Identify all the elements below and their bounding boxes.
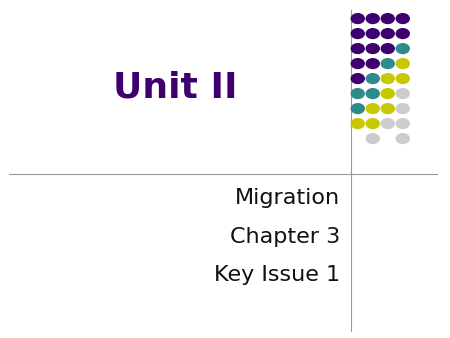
Circle shape xyxy=(381,74,394,83)
Circle shape xyxy=(351,104,364,114)
Circle shape xyxy=(396,74,409,83)
Circle shape xyxy=(381,29,394,39)
Circle shape xyxy=(396,29,409,39)
Circle shape xyxy=(351,44,364,53)
Circle shape xyxy=(366,89,379,98)
Circle shape xyxy=(366,59,379,69)
Circle shape xyxy=(381,14,394,23)
Circle shape xyxy=(351,74,364,83)
Text: Migration: Migration xyxy=(234,188,340,208)
Circle shape xyxy=(351,89,364,98)
Circle shape xyxy=(396,44,409,53)
Circle shape xyxy=(396,119,409,128)
Circle shape xyxy=(366,29,379,39)
Text: Key Issue 1: Key Issue 1 xyxy=(214,265,340,286)
Circle shape xyxy=(396,89,409,98)
Circle shape xyxy=(381,104,394,114)
Text: Chapter 3: Chapter 3 xyxy=(230,226,340,247)
Circle shape xyxy=(366,44,379,53)
Circle shape xyxy=(366,104,379,114)
Circle shape xyxy=(366,119,379,128)
Circle shape xyxy=(366,74,379,83)
Circle shape xyxy=(351,14,364,23)
Circle shape xyxy=(381,119,394,128)
Circle shape xyxy=(351,29,364,39)
Circle shape xyxy=(381,44,394,53)
Text: Unit II: Unit II xyxy=(113,70,238,104)
Circle shape xyxy=(396,134,409,143)
Circle shape xyxy=(396,14,409,23)
Circle shape xyxy=(351,119,364,128)
Circle shape xyxy=(366,14,379,23)
Circle shape xyxy=(396,104,409,114)
Circle shape xyxy=(381,59,394,69)
Circle shape xyxy=(351,59,364,69)
Circle shape xyxy=(396,59,409,69)
Circle shape xyxy=(366,134,379,143)
Circle shape xyxy=(381,89,394,98)
